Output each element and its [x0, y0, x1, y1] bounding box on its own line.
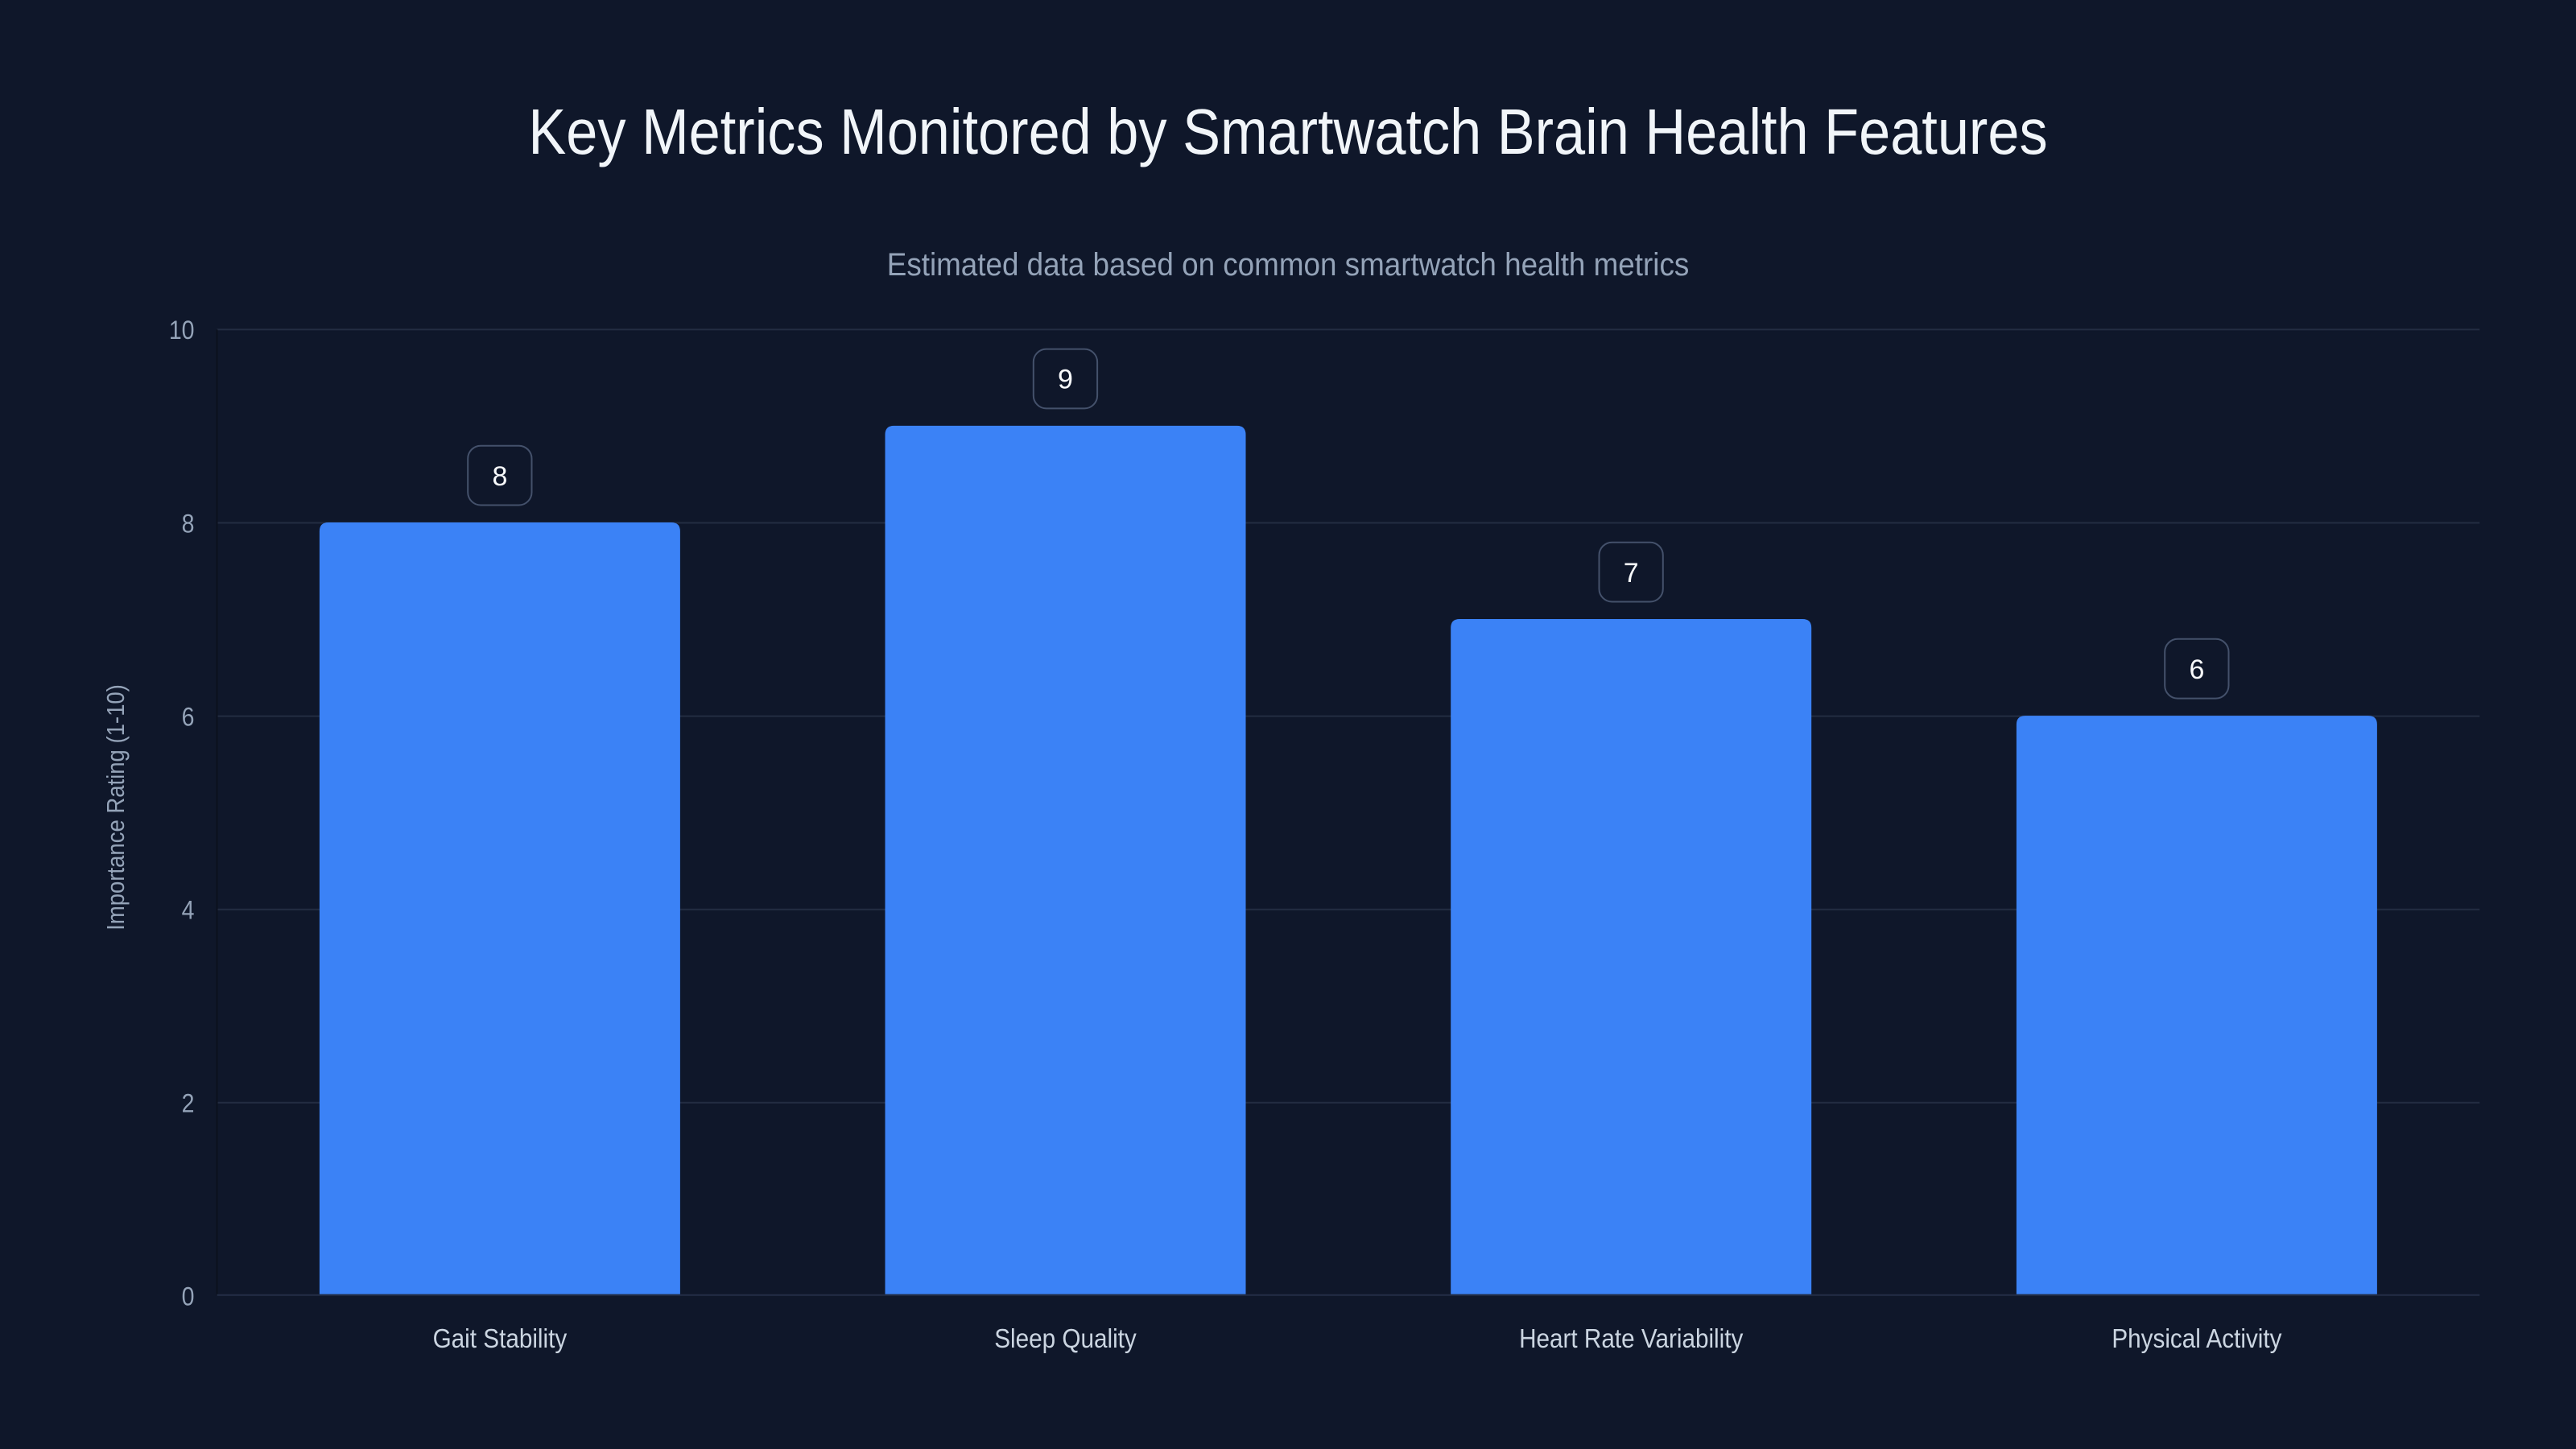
svg-text:Estimated data based on common: Estimated data based on common smartwatc… — [887, 247, 1689, 283]
svg-text:6: 6 — [2189, 654, 2204, 685]
svg-text:Key Metrics Monitored by Smart: Key Metrics Monitored by Smartwatch Brai… — [528, 96, 2047, 167]
svg-text:Heart Rate Variability: Heart Rate Variability — [1519, 1324, 1744, 1354]
svg-text:9: 9 — [1058, 365, 1073, 395]
svg-text:10: 10 — [169, 317, 195, 345]
svg-text:Physical Activity: Physical Activity — [2112, 1324, 2281, 1354]
svg-text:Importance Rating (1-10): Importance Rating (1-10) — [101, 684, 130, 931]
svg-text:4: 4 — [182, 897, 195, 925]
svg-text:8: 8 — [182, 510, 195, 539]
svg-text:8: 8 — [492, 461, 507, 492]
svg-text:6: 6 — [182, 704, 195, 732]
svg-text:7: 7 — [1624, 558, 1639, 588]
svg-text:2: 2 — [182, 1090, 195, 1118]
svg-text:Gait Stability: Gait Stability — [433, 1324, 568, 1354]
svg-text:Sleep Quality: Sleep Quality — [994, 1324, 1137, 1354]
svg-text:0: 0 — [182, 1283, 195, 1311]
